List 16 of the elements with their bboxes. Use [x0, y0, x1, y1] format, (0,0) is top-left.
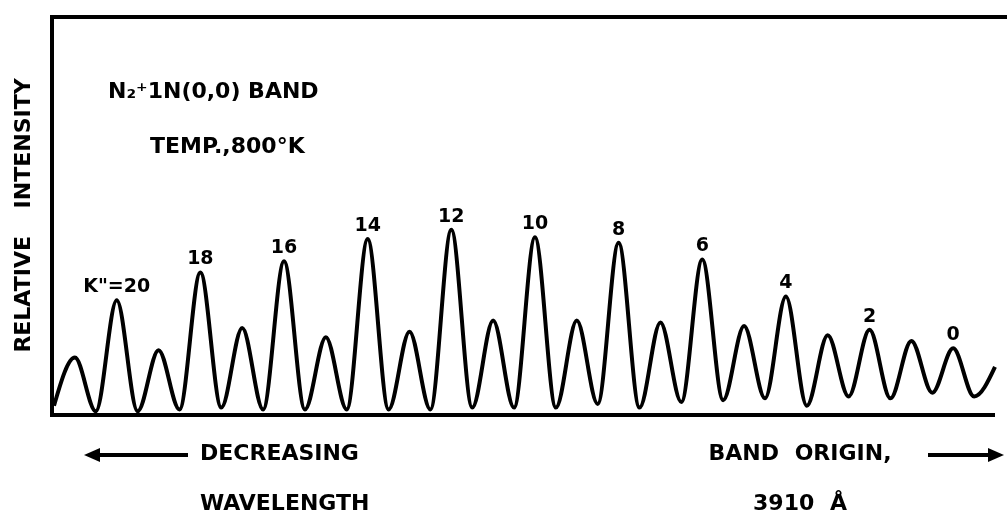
annotation: 10 — [521, 211, 549, 234]
chart-title: N₂⁺1N(0,0) BAND — [108, 78, 319, 103]
annotation: 16 — [270, 235, 298, 258]
y-axis-title: RELATIVE INTENSITY — [9, 77, 35, 353]
chart-subtitle: TEMP.,800°K — [150, 133, 305, 158]
annotation: 2 — [862, 303, 877, 326]
annotation: 14 — [354, 213, 381, 236]
annotation: 4 — [779, 270, 793, 293]
annotation: 0 — [946, 322, 960, 345]
annotation: K"=20 — [83, 274, 151, 297]
text: DECREASING WAVELENGTH — [200, 439, 371, 517]
annotation: 12 — [438, 203, 465, 226]
text: BAND ORIGIN, 3910 Å — [707, 439, 893, 517]
annotation: 8 — [611, 216, 626, 239]
annotation: 18 — [187, 246, 214, 269]
annotation: 6 — [695, 233, 709, 256]
